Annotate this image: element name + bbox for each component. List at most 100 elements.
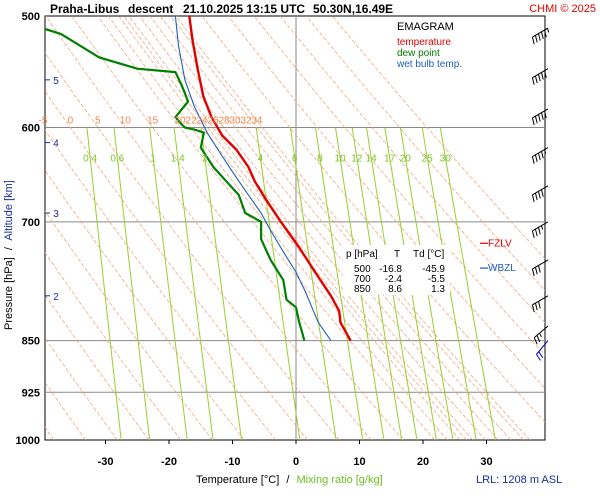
- wind-barb-feather: [534, 302, 538, 311]
- adiabat-label: 22: [186, 116, 198, 127]
- wind-barb-feather: [536, 335, 541, 343]
- table-header-td: Td [°C]: [413, 249, 444, 260]
- y-axis-title-altitude: Altitude [km]: [3, 180, 15, 241]
- wind-barb-feather: [531, 36, 535, 45]
- wind-barb-half-feather: [547, 28, 550, 33]
- x-axis-title: Temperature [°C] / Mixing ratio [g/kg]: [196, 474, 383, 486]
- wind-barb: [531, 259, 549, 277]
- mixing-ratio-line: [255, 127, 301, 440]
- adiabat-label: 24: [197, 116, 209, 127]
- wind-barb-feather: [534, 267, 538, 275]
- lrl-label: LRL: 1208 m ASL: [476, 474, 562, 486]
- wind-barb-feather: [534, 154, 538, 163]
- table-cell: 850: [354, 284, 371, 295]
- fzlv-marker: FZLV: [480, 238, 512, 249]
- wind-barb-feather: [541, 151, 544, 159]
- wind-barb-feather: [544, 70, 547, 78]
- wind-barb-feather: [537, 191, 541, 199]
- legend-title: EMAGRAM: [397, 21, 454, 33]
- adiabat-label: 20: [175, 116, 187, 127]
- mixing-ratio-line: [315, 127, 364, 440]
- mixing-ratio-label: 20: [400, 153, 412, 164]
- dry-adiabat: [45, 16, 372, 440]
- level-table: p [hPa] T Td [°C] 500 -16.8 -45.9 700 -2…: [343, 245, 450, 295]
- table-cell: 8.6: [388, 284, 402, 295]
- wind-barb-feather: [541, 112, 544, 120]
- pressure-tick-label: 700: [22, 217, 40, 229]
- plot-frame: [44, 15, 546, 441]
- y-axis-title: Pressure [hPa] / Altitude [km]: [3, 180, 15, 330]
- table-cell: 700: [354, 274, 371, 285]
- mixing-ratio-label: 8: [317, 153, 323, 164]
- wind-barb-feather: [544, 110, 547, 119]
- y-axis-title-pressure: Pressure [hPa]: [3, 257, 15, 330]
- mixing-ratio-label: 4: [258, 153, 264, 164]
- temperature-line: [188, 16, 352, 342]
- wind-barb-feather: [531, 156, 535, 164]
- adiabat-label: 10: [120, 116, 132, 127]
- x-axis-title-mix: Mixing ratio [g/kg]: [296, 474, 382, 486]
- header-mode: descent: [128, 2, 173, 16]
- pressure-tick-label: 850: [22, 336, 40, 348]
- dry-adiabat: [331, 16, 545, 260]
- dry-adiabat: [279, 16, 545, 324]
- wind-barb-feather: [537, 152, 541, 161]
- wind-barb-half-feather: [541, 225, 544, 230]
- wind-barb: [531, 68, 549, 85]
- wind-barb-feather: [531, 77, 535, 85]
- altitude-tick-label: 2: [53, 292, 59, 303]
- dry-adiabat: [45, 252, 182, 440]
- mixing-ratio-lines: [86, 127, 496, 440]
- wind-barb-feather: [531, 230, 535, 239]
- altitude-tick-label: 4: [53, 139, 59, 150]
- mixing-ratio-label: 25: [422, 153, 434, 164]
- mixing-ratio-line: [200, 127, 242, 440]
- wind-barb-feather: [531, 117, 535, 126]
- header-station: Praha-Libus: [50, 2, 120, 16]
- wbzl-label: WBZL: [488, 263, 516, 274]
- adiabat-label: 5: [95, 116, 101, 127]
- dry-adiabat: [71, 16, 404, 440]
- mixing-ratio-label: 10: [334, 153, 346, 164]
- wind-barb-feather: [537, 265, 541, 273]
- mixing-ratio-line: [289, 127, 337, 440]
- profile-series: [45, 16, 352, 342]
- adiabat-label: 26: [207, 116, 219, 127]
- wind-barb-feather: [534, 192, 538, 201]
- x-axis-title-sep: /: [286, 474, 290, 486]
- dry-adiabat: [305, 16, 545, 291]
- wind-barb-feather: [537, 301, 541, 309]
- mixing-ratio-label: 14: [366, 153, 378, 164]
- wind-barb-feather: [537, 227, 541, 235]
- wind-barb-feather: [536, 354, 541, 361]
- wetbulb-line: [174, 16, 332, 341]
- table-cell: -45.9: [422, 264, 445, 275]
- mixing-ratio-line: [173, 127, 214, 440]
- mixing-ratio-label: 1: [150, 153, 156, 164]
- wind-barb: [536, 340, 549, 361]
- wind-barb-feather: [534, 228, 538, 237]
- legend: EMAGRAM temperature dew point wet bulb t…: [392, 17, 493, 70]
- wind-barb-feather: [544, 29, 547, 38]
- x-tick-label: 20: [417, 456, 429, 468]
- dry-adiabat: [45, 51, 340, 440]
- wind-barb-feather: [541, 189, 544, 197]
- legend-dewpoint: dew point: [397, 48, 440, 59]
- header-coords: 50.30N,16.49E: [313, 2, 393, 16]
- table-cell: -5.5: [428, 274, 446, 285]
- wind-barb: [533, 325, 549, 345]
- wind-barb-half-feather: [539, 332, 542, 338]
- mixing-ratio-label: 0.6: [110, 153, 124, 164]
- wind-barb-half-feather: [544, 149, 547, 154]
- x-axis-title-temp: Temperature [°C]: [196, 474, 279, 486]
- wind-barb: [531, 295, 549, 312]
- mixing-ratio-line: [439, 127, 496, 440]
- x-tick-label: -30: [98, 456, 114, 468]
- pressure-tick-label: 600: [22, 123, 40, 135]
- wind-barb: [531, 108, 549, 126]
- wind-barb: [531, 221, 549, 239]
- mixing-ratio-line: [335, 127, 385, 440]
- fzlv-label: FZLV: [488, 238, 512, 249]
